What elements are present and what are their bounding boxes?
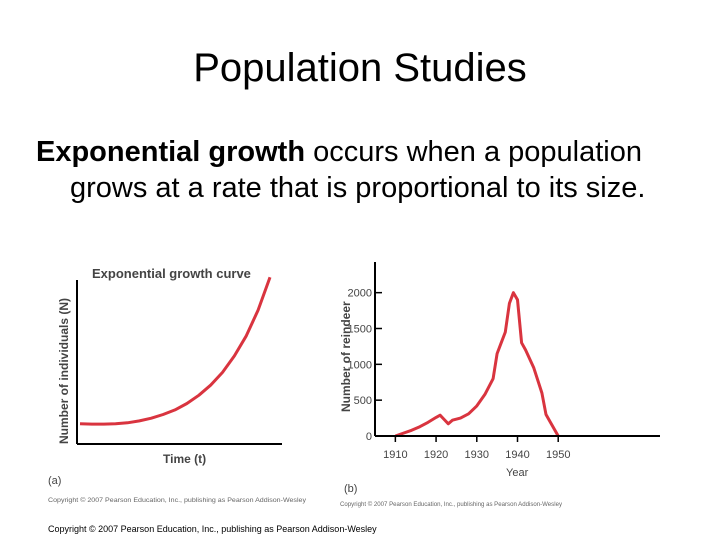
chart-b-panel-label: (b): [344, 483, 357, 495]
body-definition: occurs when a population grows at a rate…: [70, 136, 646, 204]
chart-b-x-tick-label: 1910: [383, 449, 407, 461]
slide-title: Population Studies: [193, 46, 527, 90]
chart-b-x-label: Year: [506, 467, 529, 479]
chart-b: 0 500 1000 1500 2000 1910 1920 1930 1940 1950 Num…: [339, 262, 660, 508]
chart-a-growth-line: [79, 276, 272, 426]
chart-a-title: Exponential growth curve: [92, 266, 251, 281]
chart-b-x-tick-label: 1940: [505, 449, 529, 461]
chart-b-marks: [394, 291, 560, 438]
chart-b-y-tick-label: 2000: [348, 288, 372, 300]
chart-a-x-label: Time (t): [163, 452, 206, 466]
slide-body: Exponential growth occurs when a populat…: [36, 134, 690, 206]
body-term: Exponential growth: [36, 136, 306, 168]
chart-b-credit: Copyright © 2007 Pearson Education, Inc.…: [340, 501, 562, 508]
chart-a-marks: [79, 276, 272, 426]
chart-b-x-tick-label: 1920: [424, 449, 448, 461]
chart-b-y-tick-label: 1500: [348, 324, 372, 336]
chart-b-x-tick-label: 1930: [465, 449, 489, 461]
chart-b-x-tick-label: 1950: [546, 449, 570, 461]
chart-b-y-label: Number of reindeer: [339, 301, 353, 412]
chart-a-panel-label: (a): [48, 475, 61, 487]
chart-b-y-tick-label: 0: [366, 431, 372, 443]
slide-footer: Copyright © 2007 Pearson Education, Inc.…: [48, 524, 377, 534]
chart-a-y-label: Number of individuals (N): [57, 298, 71, 444]
chart-a-credit: Copyright © 2007 Pearson Education, Inc.…: [48, 497, 306, 504]
chart-b-y-tick-label: 1000: [348, 359, 372, 371]
chart-a: Exponential growth curve Number of indiv…: [48, 266, 306, 504]
chart-b-y-tick-label: 500: [354, 395, 372, 407]
chart-b-reindeer-line: [394, 291, 560, 438]
